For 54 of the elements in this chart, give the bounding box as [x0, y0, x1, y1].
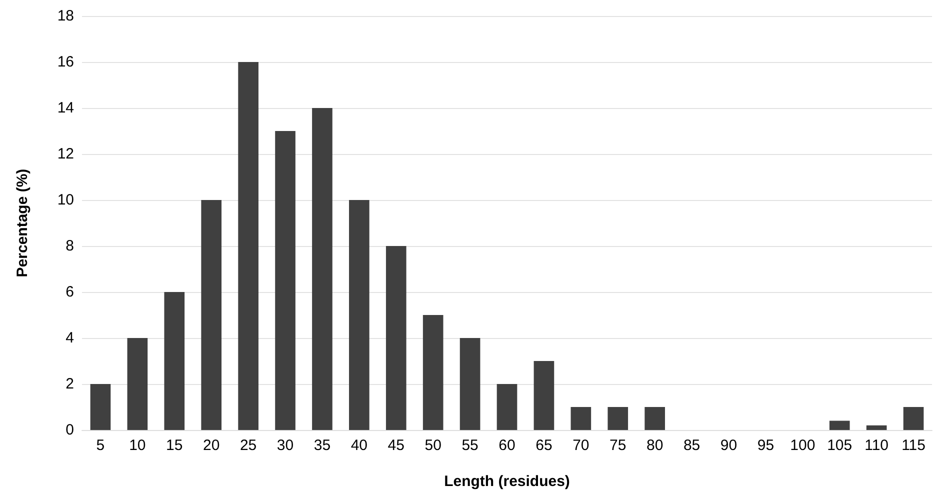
bar	[460, 338, 480, 430]
y-tick-label: 2	[66, 376, 74, 392]
x-axis-title: Length (residues)	[444, 473, 570, 490]
bar	[422, 315, 444, 430]
bar	[90, 384, 111, 430]
x-tick-label: 35	[314, 437, 331, 454]
x-tick-label: 105	[827, 437, 852, 454]
x-tick-label: 85	[683, 437, 700, 454]
y-tick-label: 4	[66, 330, 74, 346]
y-tick-label: 10	[57, 192, 74, 208]
x-tick-label: 70	[572, 437, 590, 454]
x-tick-label: 80	[646, 437, 664, 454]
x-tick-label: 75	[610, 437, 626, 454]
bar	[534, 361, 554, 430]
bar	[608, 407, 628, 430]
x-tick-label: 50	[424, 437, 442, 454]
x-tick-label: 20	[203, 437, 220, 454]
bar	[275, 131, 296, 430]
bar	[903, 407, 924, 430]
bar	[312, 108, 332, 430]
y-tick-label: 14	[57, 100, 74, 116]
x-tick-label: 25	[240, 437, 257, 454]
x-tick-label: 40	[350, 437, 368, 454]
bar	[201, 200, 222, 430]
bar	[866, 425, 887, 430]
bar	[829, 420, 850, 430]
bar	[496, 384, 518, 430]
bar	[164, 292, 185, 430]
bar	[570, 407, 592, 430]
bar	[349, 200, 370, 430]
y-axis-title: Percentage (%)	[14, 168, 31, 278]
x-tick-label: 15	[166, 437, 183, 454]
x-tick-label: 30	[276, 437, 294, 454]
x-tick-label: 45	[388, 437, 404, 454]
y-tick-label: 6	[66, 284, 74, 300]
y-tick-label: 12	[57, 146, 74, 162]
y-tick-label: 8	[66, 238, 74, 254]
x-tick-label: 5	[96, 437, 105, 454]
x-tick-label: 115	[902, 437, 926, 454]
x-tick-label: 55	[462, 437, 478, 454]
y-tick-label: 16	[57, 54, 74, 70]
x-tick-label: 100	[790, 437, 816, 454]
bar	[127, 338, 148, 430]
y-tick-label: 18	[57, 8, 74, 24]
x-tick-label: 95	[757, 437, 774, 454]
x-tick-label: 10	[129, 437, 146, 454]
x-tick-label: 60	[498, 437, 516, 454]
x-tick-label: 90	[720, 437, 738, 454]
bar	[238, 62, 258, 430]
bar	[386, 246, 406, 430]
y-tick-label: 0	[66, 422, 74, 438]
x-tick-label: 65	[536, 437, 552, 454]
x-tick-label: 110	[864, 437, 889, 454]
bar	[644, 407, 665, 430]
